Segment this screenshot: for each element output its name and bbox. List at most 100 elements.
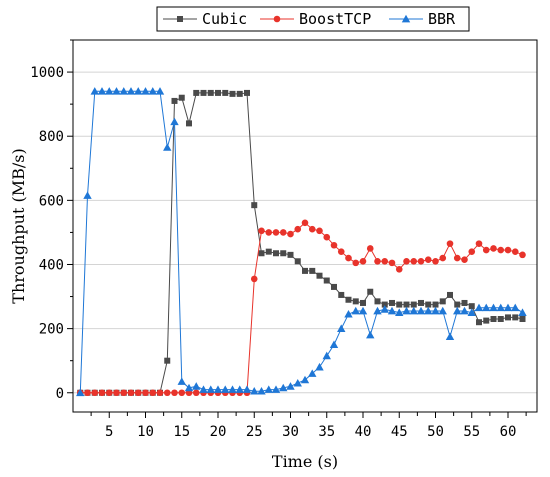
bbr-point [148, 87, 157, 95]
bbr-point [228, 385, 237, 393]
cubic-line [80, 92, 523, 394]
bbr-point [170, 117, 179, 126]
bbr-point [380, 305, 389, 313]
boosttcp-point [374, 257, 381, 265]
bbr-point [199, 385, 208, 393]
cubic-point [360, 299, 366, 306]
boosttcp-point [91, 389, 99, 397]
y-tick-label: 400 [39, 257, 64, 273]
boosttcp-point [482, 246, 490, 254]
boosttcp-point [178, 389, 186, 397]
boosttcp-point [359, 257, 367, 265]
boosttcp-point [345, 254, 352, 262]
bbr-point [460, 306, 469, 315]
legend-label: Cubic [202, 10, 247, 28]
cubic-point [287, 251, 294, 258]
cubic-point [352, 298, 359, 305]
boosttcp-point [410, 257, 418, 265]
boosttcp-point [439, 254, 447, 262]
legend-label: BoostTCP [299, 10, 371, 28]
cubic-point [367, 288, 374, 295]
bbr-point [141, 87, 150, 95]
cubic-point [425, 301, 432, 308]
boosttcp-point [192, 389, 200, 397]
bbr-point [300, 375, 310, 384]
cubic-point [483, 317, 490, 324]
boosttcp-point [163, 389, 171, 397]
cubic-point [323, 277, 330, 284]
bbr-point [279, 383, 288, 392]
x-tick-label: 15 [173, 424, 190, 440]
y-axis-title: Throughput (MB/s) [9, 148, 28, 303]
bbr-point [293, 378, 302, 387]
boosttcp-point [149, 389, 157, 397]
bbr-point [329, 340, 339, 349]
bbr-point [387, 306, 397, 315]
boosttcp-point [330, 241, 338, 249]
boosttcp-point [98, 389, 106, 397]
y-tick-label: 800 [39, 129, 64, 145]
boosttcp-point [272, 229, 280, 236]
cubic-point [403, 301, 410, 308]
boosttcp-point [504, 246, 512, 254]
axis-ticks: 0 200 400 600 800 1000 5 10 15 20 25 30 35 40 45 50 55 60 [30, 39, 527, 440]
x-axis-title: Time (s) [272, 452, 338, 471]
bbr-point [424, 306, 433, 315]
cubic-point [418, 299, 424, 306]
boosttcp-point [323, 233, 331, 241]
boosttcp-point [461, 256, 468, 263]
series-boosttcp [76, 219, 526, 397]
bbr-point [445, 332, 455, 340]
cubic-point [454, 301, 461, 308]
boosttcp-point [497, 246, 505, 254]
x-tick-label: 5 [105, 424, 113, 440]
bbr-point [402, 306, 411, 315]
cubic-point [215, 89, 221, 96]
boosttcp-point [490, 245, 497, 252]
cubic-point [396, 301, 403, 308]
cubic-point [302, 267, 308, 274]
bbr-point [105, 87, 114, 95]
cubic-point [273, 250, 279, 257]
boosttcp-point [453, 254, 461, 262]
boosttcp-point [519, 251, 526, 259]
boosttcp-point [403, 257, 410, 265]
bbr-point [366, 330, 375, 339]
x-tick-label: 55 [463, 424, 480, 440]
legend-boosttcp-point [273, 15, 281, 23]
cubic-point [294, 258, 301, 265]
boosttcp-point [446, 240, 454, 247]
x-tick-label: 45 [391, 424, 408, 440]
bbr-point [271, 385, 281, 393]
bbr-point [134, 87, 143, 95]
boosttcp-point [84, 389, 91, 397]
cubic-point [258, 250, 265, 257]
boosttcp-point [250, 275, 258, 283]
cubic-point [468, 303, 475, 310]
bbr-point [373, 306, 382, 315]
cubic-point [490, 316, 497, 322]
boosttcp-point [395, 265, 403, 273]
cubic-point [432, 301, 439, 308]
cubic-point [229, 90, 236, 97]
cubic-point [410, 301, 417, 308]
boosttcp-point [294, 225, 302, 233]
x-tick-label: 25 [246, 424, 263, 440]
boosttcp-point [432, 257, 439, 265]
cubic-point [461, 299, 468, 306]
legend-item-bbr: BBR [389, 10, 456, 28]
cubic-point [374, 298, 381, 305]
cubic-point [512, 314, 519, 321]
cubic-point [519, 316, 526, 322]
bbr-point [482, 303, 491, 312]
bbr-point [213, 385, 223, 393]
bbr-point [76, 388, 85, 397]
legend-label: BBR [428, 10, 456, 28]
boosttcp-point [171, 389, 178, 397]
cubic-point [439, 298, 446, 305]
y-tick-label: 0 [56, 386, 64, 402]
bbr-point [163, 143, 172, 151]
bbr-point [453, 306, 462, 315]
bbr-point [119, 87, 128, 95]
bbr-point [308, 369, 317, 377]
